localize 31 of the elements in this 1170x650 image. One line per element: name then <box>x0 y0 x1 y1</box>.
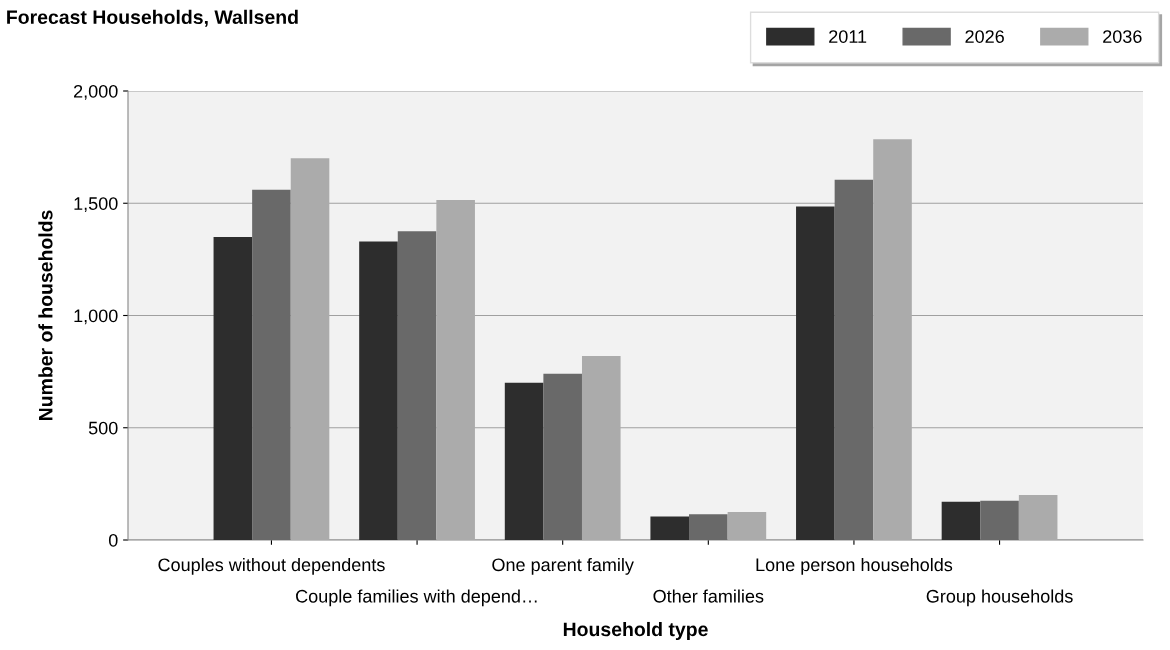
bar <box>543 373 582 540</box>
bar <box>504 382 544 540</box>
bar <box>796 206 835 540</box>
y-axis-title: Number of households <box>38 210 53 421</box>
bar <box>689 514 728 540</box>
chart-title: Forecast Households, Wallsend <box>7 9 298 27</box>
y-tick-label: 1,000 <box>74 309 118 325</box>
x-tick-label: One parent family <box>492 557 634 575</box>
x-tick-label: Couples without dependents <box>158 557 385 575</box>
x-tick-label: Lone person households <box>756 557 953 575</box>
x-tick-label: Group households <box>926 589 1073 607</box>
y-tick-label: 2,000 <box>74 84 118 100</box>
y-tick-label: 1,500 <box>74 197 118 213</box>
x-tick-label: Other families <box>653 589 764 603</box>
bar <box>213 236 253 540</box>
bar <box>1018 495 1058 540</box>
legend-label: 2026 <box>965 30 1004 43</box>
bar <box>650 516 690 540</box>
bar <box>980 500 1019 540</box>
legend-label: 2011 <box>829 30 867 43</box>
bar <box>727 511 767 540</box>
x-tick-label: Couple families with depend… <box>296 589 537 607</box>
legend-label: 2036 <box>1103 30 1142 43</box>
bar <box>834 179 874 540</box>
bar <box>397 231 437 540</box>
x-axis-title: Household type <box>563 621 708 641</box>
bar <box>252 189 291 540</box>
bar <box>359 241 398 540</box>
y-tick-label: 500 <box>88 421 118 435</box>
bar <box>941 501 981 540</box>
y-tick-label: 0 <box>108 533 118 547</box>
